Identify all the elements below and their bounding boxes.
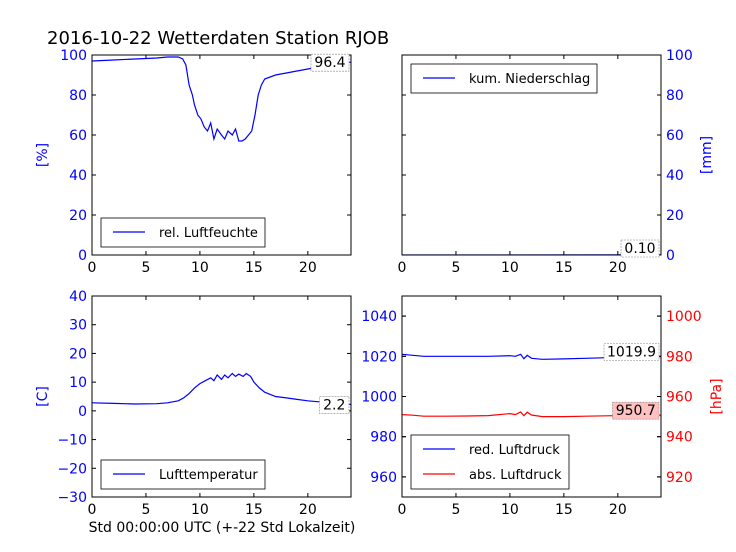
y-tick-label: 960: [370, 470, 397, 486]
last-value-label: 2.2: [323, 398, 345, 414]
plot-frame: [401, 54, 662, 256]
x-tick-label: 20: [609, 260, 627, 276]
y-tick-label: 1000: [361, 390, 397, 406]
x-tick-label: 5: [141, 260, 150, 276]
series-line-1: [402, 411, 661, 418]
x-tick-label: 15: [555, 260, 573, 276]
legend-label: kum. Niederschlag: [469, 72, 590, 87]
y-tick-label-right: 980: [666, 349, 693, 365]
y-tick-label: 0: [78, 404, 87, 420]
legend-label: Lufttemperatur: [159, 468, 258, 483]
y-tick-label: 40: [69, 289, 87, 305]
x-tick-label: 15: [245, 502, 263, 518]
x-tick-label: 0: [88, 502, 97, 518]
x-axis-label: Std 00:00:00 UTC (+-22 Std Lokalzeit): [89, 520, 356, 536]
y-tick-label: 20: [69, 346, 87, 362]
y-tick-label-right: 920: [666, 470, 693, 486]
y-tick-label: 980: [370, 430, 397, 446]
y-tick-label: −30: [57, 490, 87, 506]
y-tick-label: 10: [69, 375, 87, 391]
y-tick-label-right: 1000: [666, 309, 702, 325]
x-tick-label: 10: [191, 260, 209, 276]
y-tick-label: 0: [78, 248, 87, 264]
last-value-label: 0.10: [624, 241, 655, 257]
x-tick-label: 0: [398, 260, 407, 276]
legend-label: red. Luftdruck: [469, 443, 560, 458]
series-line-0: [92, 56, 351, 142]
x-tick-label: 20: [609, 502, 627, 518]
y-tick-label: 80: [69, 88, 87, 104]
x-tick-label: 5: [141, 502, 150, 518]
plot-frame: [91, 295, 352, 498]
y-axis-label: [C]: [35, 386, 51, 407]
panel-precipitation: 0 5 10 15 20 0 20 40 60 80 100 [mm] 0.10 kum. Nieders…: [398, 48, 715, 276]
y-tick-label: 40: [69, 168, 87, 184]
y-tick-label-right: 100: [666, 48, 693, 64]
figure-title: 2016-10-22 Wetterdaten Station RJOB: [47, 28, 389, 49]
y-tick-label-right: 0: [666, 248, 675, 264]
panel-pressure: 0 5 10 15 20 960 980 1000 1020 1040 920 940 960 980 10…: [361, 295, 725, 518]
y-tick-label-right: 60: [666, 128, 684, 144]
last-value-box: [603, 343, 660, 361]
x-tick-label: 0: [398, 502, 407, 518]
y-tick-label: 30: [69, 318, 87, 334]
y-tick-label-right: 80: [666, 88, 684, 104]
last-value-box: [319, 396, 350, 414]
panel-humidity: 0 5 10 15 20 0 20 40 60 80 100 [%] 96.4 rel. Luftfeuc…: [35, 48, 352, 276]
x-tick-label: 10: [501, 502, 519, 518]
x-tick-label: 10: [501, 260, 519, 276]
x-tick-label: 15: [555, 502, 573, 518]
x-tick-label: 5: [451, 502, 460, 518]
last-value-label: 950.7: [616, 403, 656, 419]
y-tick-label: −20: [57, 461, 87, 477]
series-line-0: [402, 353, 661, 360]
legend-label: abs. Luftdruck: [469, 468, 562, 483]
y-tick-label: 1020: [361, 349, 397, 365]
y-tick-label: 100: [60, 48, 87, 64]
y-tick-label: 20: [69, 208, 87, 224]
last-value-box: [310, 53, 350, 72]
x-tick-label: 10: [191, 502, 209, 518]
y-axis-label-right: [hPa]: [709, 378, 725, 414]
y-tick-label-right: 940: [666, 430, 693, 446]
y-tick-label-right: 960: [666, 390, 693, 406]
x-tick-label: 20: [299, 260, 317, 276]
y-tick-label-right: 40: [666, 168, 684, 184]
last-value-label: 96.4: [314, 55, 345, 71]
last-value-box: [612, 401, 660, 420]
last-value-label: 1019.9: [607, 345, 656, 361]
y-tick-label: 60: [69, 128, 87, 144]
y-tick-label: −10: [57, 433, 87, 449]
series-line-0: [92, 372, 351, 406]
legend-box: [410, 434, 570, 490]
x-tick-label: 0: [88, 260, 97, 276]
y-tick-label-right: 20: [666, 208, 684, 224]
legend-label: rel. Luftfeuchte: [159, 226, 258, 241]
y-axis-label: [mm]: [699, 136, 715, 174]
y-axis-label: [%]: [35, 143, 51, 167]
x-tick-label: 15: [245, 260, 263, 276]
x-tick-label: 20: [299, 502, 317, 518]
panel-temperature: 0 5 10 15 20 −30 −20 −10 0 10 20 30 40 [C] 2.2 Lufttemp…: [35, 289, 352, 518]
y-tick-label: 1040: [361, 309, 397, 325]
last-value-box: [620, 239, 660, 258]
plot-frame: [91, 54, 352, 256]
x-tick-label: 5: [451, 260, 460, 276]
